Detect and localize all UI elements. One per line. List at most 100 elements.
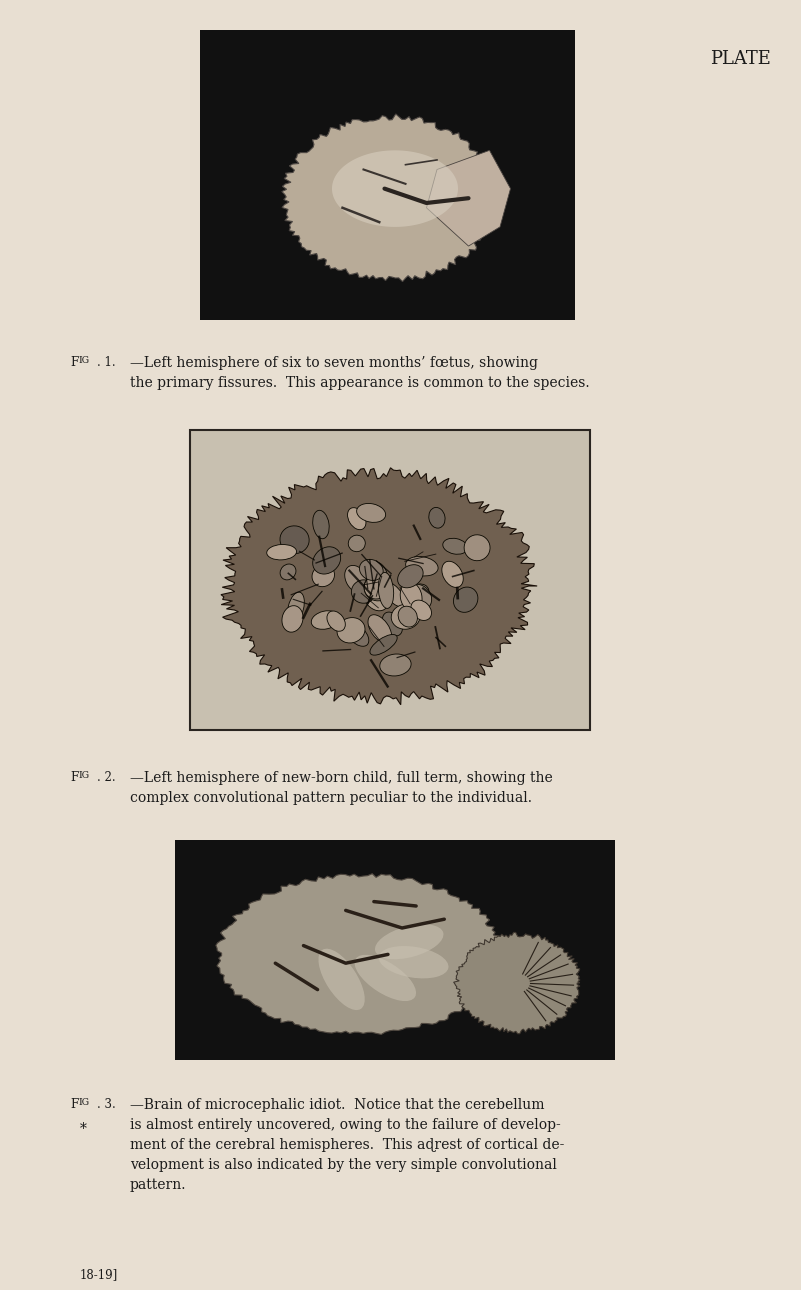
Text: ment of the cerebral hemispheres.  This aɖrest of cortical de-: ment of the cerebral hemispheres. This a… <box>130 1138 565 1152</box>
Ellipse shape <box>378 573 393 609</box>
Ellipse shape <box>379 946 449 978</box>
Ellipse shape <box>348 508 366 530</box>
Ellipse shape <box>312 511 329 539</box>
Ellipse shape <box>319 948 364 1010</box>
Text: PLATE: PLATE <box>710 50 771 68</box>
Polygon shape <box>371 181 417 215</box>
Polygon shape <box>282 114 498 281</box>
Ellipse shape <box>312 610 340 630</box>
Ellipse shape <box>382 611 402 636</box>
Ellipse shape <box>344 565 368 592</box>
Polygon shape <box>300 128 482 268</box>
Ellipse shape <box>398 606 417 627</box>
Ellipse shape <box>312 547 340 574</box>
Ellipse shape <box>380 654 411 676</box>
Ellipse shape <box>381 580 405 606</box>
Text: —Left hemisphere of new-born child, full term, showing the: —Left hemisphere of new-born child, full… <box>130 771 553 786</box>
Ellipse shape <box>453 587 478 613</box>
Ellipse shape <box>391 604 420 630</box>
Bar <box>190 430 590 730</box>
Ellipse shape <box>355 955 416 1001</box>
Ellipse shape <box>411 600 432 620</box>
Polygon shape <box>365 175 422 221</box>
Ellipse shape <box>288 592 304 623</box>
Text: . 3.: . 3. <box>97 1098 116 1111</box>
Ellipse shape <box>352 579 376 604</box>
Ellipse shape <box>442 561 463 587</box>
Polygon shape <box>221 468 537 704</box>
Polygon shape <box>426 151 510 246</box>
Text: velopment is also indicated by the very simple convolutional: velopment is also indicated by the very … <box>130 1158 557 1173</box>
Ellipse shape <box>370 575 388 593</box>
Text: *: * <box>80 1122 87 1136</box>
Polygon shape <box>288 119 493 277</box>
Polygon shape <box>332 151 458 227</box>
Ellipse shape <box>337 618 365 642</box>
Ellipse shape <box>344 622 368 646</box>
Bar <box>190 430 590 730</box>
Ellipse shape <box>464 535 490 561</box>
Text: . 2.: . 2. <box>97 771 115 784</box>
Text: —Brain of microcephalic idiot.  Notice that the cerebellum: —Brain of microcephalic idiot. Notice th… <box>130 1098 545 1112</box>
Polygon shape <box>389 194 400 203</box>
Ellipse shape <box>364 561 388 590</box>
Polygon shape <box>329 150 455 246</box>
Ellipse shape <box>360 571 386 600</box>
Text: IG: IG <box>78 771 89 780</box>
Ellipse shape <box>327 611 345 631</box>
Ellipse shape <box>411 584 429 600</box>
Ellipse shape <box>360 560 383 580</box>
Ellipse shape <box>282 606 303 632</box>
Text: F: F <box>70 771 78 784</box>
Polygon shape <box>216 873 504 1035</box>
Polygon shape <box>336 154 449 243</box>
Bar <box>200 30 575 320</box>
Ellipse shape <box>368 615 392 644</box>
Ellipse shape <box>403 584 432 611</box>
Ellipse shape <box>312 565 335 587</box>
Ellipse shape <box>367 578 388 596</box>
Text: F: F <box>70 1098 78 1111</box>
Ellipse shape <box>362 580 388 610</box>
Polygon shape <box>377 184 412 212</box>
Text: . 1.: . 1. <box>97 356 115 369</box>
Text: the primary fissures.  This appearance is common to the species.: the primary fissures. This appearance is… <box>130 375 590 390</box>
Ellipse shape <box>364 574 392 601</box>
Polygon shape <box>282 114 498 281</box>
Polygon shape <box>294 123 488 273</box>
Ellipse shape <box>443 538 468 555</box>
Text: —Left hemisphere of six to seven months’ fœtus, showing: —Left hemisphere of six to seven months’… <box>130 356 538 370</box>
Ellipse shape <box>397 565 423 588</box>
Ellipse shape <box>375 925 444 960</box>
Text: is almost entirely uncovered, owing to the failure of develop-: is almost entirely uncovered, owing to t… <box>130 1118 561 1133</box>
Text: IG: IG <box>78 356 89 365</box>
Bar <box>175 840 615 1060</box>
Polygon shape <box>341 159 444 237</box>
Ellipse shape <box>364 573 391 599</box>
Ellipse shape <box>429 507 445 528</box>
Ellipse shape <box>371 580 389 601</box>
Ellipse shape <box>280 526 309 553</box>
Polygon shape <box>453 933 580 1033</box>
Polygon shape <box>306 132 477 264</box>
Text: F: F <box>70 356 78 369</box>
Polygon shape <box>383 190 406 206</box>
Polygon shape <box>360 172 428 224</box>
Polygon shape <box>353 168 433 228</box>
Ellipse shape <box>356 503 385 522</box>
Polygon shape <box>324 144 461 250</box>
Text: 18-19]: 18-19] <box>80 1268 119 1281</box>
Bar <box>190 430 590 730</box>
Ellipse shape <box>370 635 397 655</box>
Text: IG: IG <box>78 1098 89 1107</box>
Ellipse shape <box>280 564 296 580</box>
Ellipse shape <box>400 582 422 611</box>
Text: pattern.: pattern. <box>130 1178 187 1192</box>
Text: complex convolutional pattern peculiar to the individual.: complex convolutional pattern peculiar t… <box>130 791 532 805</box>
Ellipse shape <box>348 535 365 552</box>
Polygon shape <box>317 141 466 255</box>
Ellipse shape <box>405 556 438 575</box>
Ellipse shape <box>267 544 296 560</box>
Polygon shape <box>312 137 471 259</box>
Polygon shape <box>348 163 439 233</box>
